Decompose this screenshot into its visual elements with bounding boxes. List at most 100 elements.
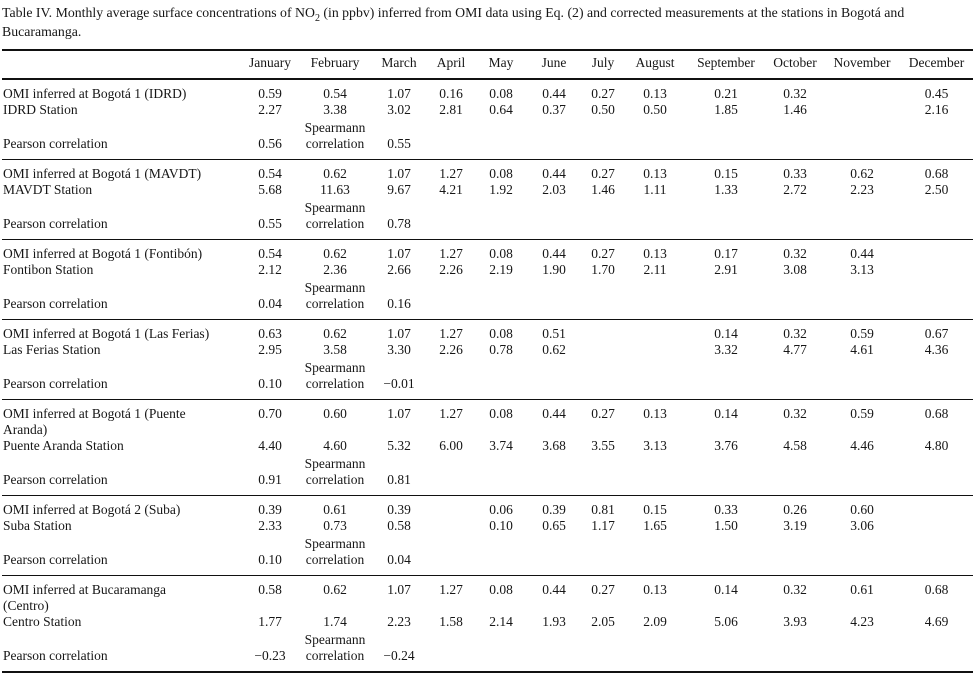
value-cell: 0.33 [783, 166, 807, 181]
station-row: IDRD Station 2.27 3.38 3.02 2.81 0.64 0.… [2, 102, 973, 118]
value-cell: 1.93 [542, 614, 566, 629]
value-cell: 0.15 [643, 502, 667, 517]
value-cell: 2.36 [323, 262, 347, 277]
value-cell: 2.05 [591, 614, 615, 629]
value-cell: 2.03 [542, 182, 566, 197]
value-cell: 1.17 [591, 518, 615, 533]
value-cell: 0.13 [643, 166, 667, 181]
spearman-value: 0.78 [387, 216, 411, 231]
value-cell: 5.32 [387, 438, 411, 453]
month-header: October [773, 55, 817, 70]
empty-cells [426, 630, 973, 672]
value-cell: 0.08 [489, 86, 513, 101]
value-cell: 3.55 [591, 438, 615, 453]
value-cell: 0.60 [323, 406, 347, 421]
value-cell: 4.40 [258, 438, 282, 453]
value-cell: 4.77 [783, 342, 807, 357]
value-cell: 0.44 [542, 166, 566, 181]
month-header: December [908, 55, 965, 70]
omi-row: OMI inferred at Bogotá 1 (MAVDT) 0.54 0.… [2, 160, 973, 183]
correlation-row: Pearson correlation 0.56 Spearmann corre… [2, 118, 973, 160]
value-cell: 0.54 [323, 86, 347, 101]
caption-text-suffix: (in ppbv) inferred from OMI data using E… [2, 5, 905, 39]
value-cell: 3.32 [714, 342, 738, 357]
value-cell: 0.45 [924, 86, 949, 101]
value-cell: 0.54 [258, 166, 282, 181]
station-row: MAVDT Station 5.68 11.63 9.67 4.21 1.92 … [2, 182, 973, 198]
value-cell: 11.63 [320, 182, 350, 197]
spearman-value: −0.24 [383, 648, 415, 663]
value-cell [582, 320, 624, 343]
value-cell: 2.26 [439, 262, 463, 277]
correlation-row: Pearson correlation 0.91 Spearmann corre… [2, 454, 973, 496]
value-cell: 2.95 [258, 342, 282, 357]
omi-row: OMI inferred at Bogotá 2 (Suba) 0.39 0.6… [2, 496, 973, 519]
value-cell: 3.13 [643, 438, 667, 453]
value-cell: 0.27 [591, 582, 615, 597]
row-label: OMI inferred at Bogotá 1 (Fontibón) [3, 246, 203, 261]
value-cell: 0.73 [323, 518, 347, 533]
value-cell: 4.23 [850, 614, 874, 629]
value-cell: 2.23 [850, 182, 874, 197]
value-cell: 0.39 [542, 502, 566, 517]
row-label: OMI inferred at Bogotá 2 (Suba) [3, 502, 181, 517]
correlation-row: Pearson correlation 0.04 Spearmann corre… [2, 278, 973, 320]
row-label: Centro Station [3, 614, 82, 629]
value-cell: 2.33 [258, 518, 282, 533]
pearson-value: 0.10 [258, 376, 282, 391]
empty-cells [426, 358, 973, 400]
month-header: April [436, 55, 466, 70]
value-cell [900, 240, 973, 263]
value-cell: 0.58 [258, 582, 282, 597]
value-cell: 0.58 [387, 518, 411, 533]
value-cell: 1.33 [714, 182, 738, 197]
value-cell: 0.62 [323, 166, 347, 181]
value-cell: 3.08 [783, 262, 807, 277]
spearman-label: Spearmann correlation [304, 360, 366, 391]
value-cell: 4.61 [850, 342, 874, 357]
station-block-puente-aranda: OMI inferred at Bogotá 1 (Puente Aranda)… [2, 400, 973, 496]
pearson-label: Pearson correlation [3, 376, 108, 391]
station-block-suba: OMI inferred at Bogotá 2 (Suba) 0.39 0.6… [2, 496, 973, 576]
value-cell: 0.44 [542, 246, 566, 261]
month-header: August [635, 55, 675, 70]
spearman-value: 0.16 [387, 296, 411, 311]
value-cell: 0.67 [924, 326, 949, 341]
value-cell: 0.32 [783, 406, 807, 421]
value-cell: 0.13 [643, 582, 667, 597]
pearson-value: 0.91 [258, 472, 282, 487]
value-cell [426, 496, 476, 519]
spearman-label: Spearmann correlation [304, 632, 366, 663]
value-cell: 4.60 [323, 438, 347, 453]
spearman-value: 0.81 [387, 472, 411, 487]
pearson-label: Pearson correlation [3, 216, 108, 231]
value-cell: 0.39 [387, 502, 411, 517]
value-cell: 0.13 [643, 406, 667, 421]
value-cell [900, 262, 973, 278]
omi-row: OMI inferred at Bogotá 1 (Puente Aranda)… [2, 400, 973, 439]
value-cell [426, 518, 476, 534]
value-cell: 1.07 [387, 166, 411, 181]
value-cell: 0.21 [714, 86, 738, 101]
value-cell: 3.74 [489, 438, 513, 453]
value-cell: 0.17 [714, 246, 738, 261]
value-cell: 1.70 [591, 262, 615, 277]
value-cell: 4.46 [850, 438, 874, 453]
pearson-value: 0.55 [258, 216, 282, 231]
value-cell: 0.65 [542, 518, 566, 533]
caption-subscript: 2 [314, 12, 320, 24]
value-cell: 1.50 [714, 518, 738, 533]
monthly-no2-table: January February March April May June Ju… [2, 49, 973, 673]
value-cell: 0.32 [783, 246, 807, 261]
value-cell: 0.08 [489, 166, 513, 181]
spearman-value: −0.01 [383, 376, 415, 391]
row-label: OMI inferred at Bucaramanga (Centro) [3, 582, 167, 613]
station-row: Suba Station 2.33 0.73 0.58 0.10 0.65 1.… [2, 518, 973, 534]
value-cell: 4.58 [783, 438, 807, 453]
value-cell: 5.68 [258, 182, 282, 197]
table-caption: Table IV. Monthly average surface concen… [2, 3, 970, 41]
value-cell: 5.06 [714, 614, 738, 629]
pearson-label: Pearson correlation [3, 472, 108, 487]
value-cell: 0.44 [542, 406, 566, 421]
value-cell: 1.27 [439, 246, 463, 261]
